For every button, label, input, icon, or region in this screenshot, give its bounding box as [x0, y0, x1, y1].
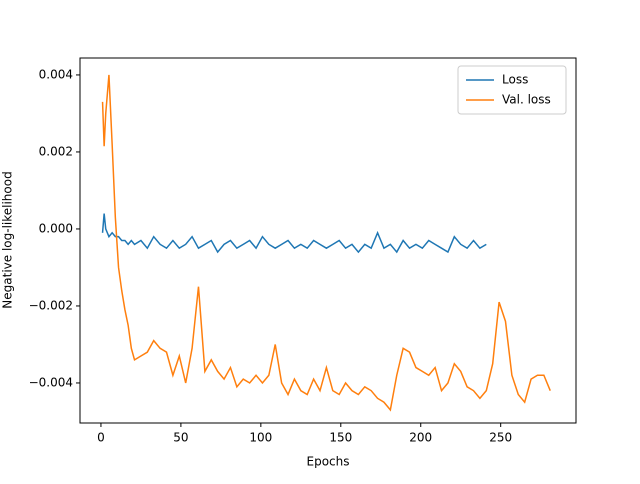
legend-label: Val. loss [502, 93, 551, 107]
x-tick-label: 250 [489, 431, 512, 445]
axes-frame [79, 57, 577, 424]
x-tick-label: 100 [249, 431, 272, 445]
y-tick-label: 0.004 [39, 67, 73, 81]
x-tick-label: 150 [329, 431, 352, 445]
line-series [101, 74, 551, 412]
line-series [101, 213, 487, 254]
legend-box [457, 65, 567, 115]
legend-label: Loss [502, 73, 528, 87]
y-tick-label: 0.002 [39, 144, 73, 158]
x-tick-label: 50 [173, 431, 188, 445]
y-axis-label: Negative log-likelihood [1, 171, 15, 308]
y-tick-label: 0.000 [39, 221, 73, 235]
x-tick-label: 0 [97, 431, 105, 445]
y-tick-label: −0.004 [29, 375, 73, 389]
x-tick-label: 200 [409, 431, 432, 445]
x-axis-label: Epochs [307, 455, 350, 469]
y-tick-label: −0.002 [29, 298, 73, 312]
